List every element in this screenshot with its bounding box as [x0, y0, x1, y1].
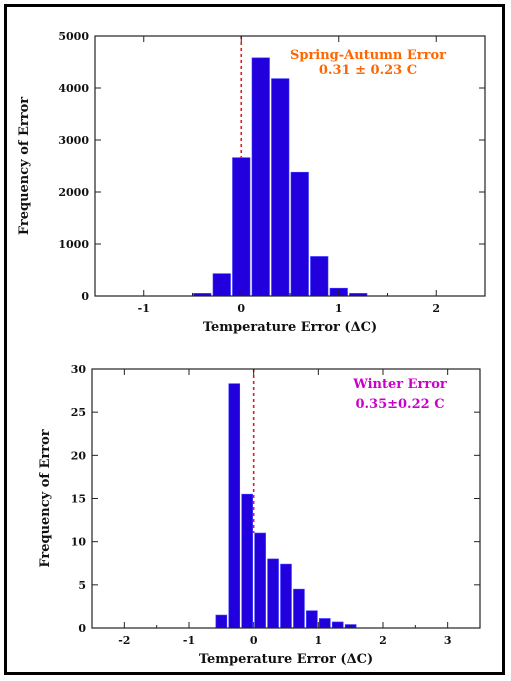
histogram-bar — [293, 588, 305, 629]
histogram-bar — [290, 171, 309, 297]
x-tick-label: 0 — [237, 302, 245, 315]
annotation-stats: 0.35±0.22 C — [355, 397, 444, 412]
spring-autumn-histogram: -1 0 1 2 0 1000 2000 3000 4000 5000 Temperature Er… — [17, 30, 486, 335]
y-axis-label: Frequency of Error — [38, 429, 53, 567]
histogram-bar — [232, 157, 251, 297]
x-axis-label: Temperature Error (ΔC) — [199, 652, 373, 667]
y-tick-label: 0 — [78, 622, 86, 635]
x-axis-label: Temperature Error (ΔC) — [203, 320, 377, 335]
x-tick-label: 2 — [432, 302, 440, 315]
histogram-bar — [267, 558, 279, 629]
x-tick-label: 2 — [379, 634, 387, 647]
histogram-bar — [251, 57, 270, 297]
x-tick-label: -2 — [118, 634, 130, 647]
histogram-bar — [280, 563, 292, 629]
y-tick-label: 0 — [81, 290, 89, 303]
annotation-title: Spring-Autumn Error — [290, 48, 446, 63]
x-tick-label: 1 — [315, 634, 323, 647]
y-tick-label: 2000 — [58, 186, 89, 199]
y-tick-label: 15 — [71, 493, 86, 506]
y-tick-label: 25 — [71, 406, 86, 419]
y-axis-label: Frequency of Error — [17, 97, 32, 235]
x-tick-label: 3 — [444, 634, 452, 647]
y-tick-label: 20 — [71, 449, 87, 462]
y-tick-label: 1000 — [58, 238, 89, 251]
annotation-title: Winter Error — [352, 377, 447, 392]
histogram-bar — [254, 532, 266, 629]
y-tick-label: 3000 — [58, 134, 89, 147]
histogram-bar — [306, 610, 318, 629]
plot-area-frame — [94, 35, 486, 297]
annotation-stats: 0.31 ± 0.23 C — [319, 63, 417, 78]
histogram-bar — [228, 383, 241, 629]
x-tick-label: 1 — [335, 302, 343, 315]
y-tick-label: 30 — [71, 363, 87, 376]
histogram-bar — [331, 621, 344, 629]
histogram-bar — [271, 78, 290, 297]
x-tick-label: -1 — [138, 302, 150, 315]
y-tick-label: 10 — [71, 536, 87, 549]
y-tick-label: 5000 — [58, 30, 89, 43]
x-tick-label: 0 — [250, 634, 258, 647]
histogram-bar — [241, 493, 253, 629]
x-tick-label: -1 — [183, 634, 195, 647]
histogram-bar — [310, 256, 329, 297]
histogram-bar — [319, 618, 331, 629]
histogram-bar — [212, 273, 231, 297]
y-tick-label: 4000 — [58, 82, 89, 95]
y-tick-label: 5 — [78, 579, 86, 592]
